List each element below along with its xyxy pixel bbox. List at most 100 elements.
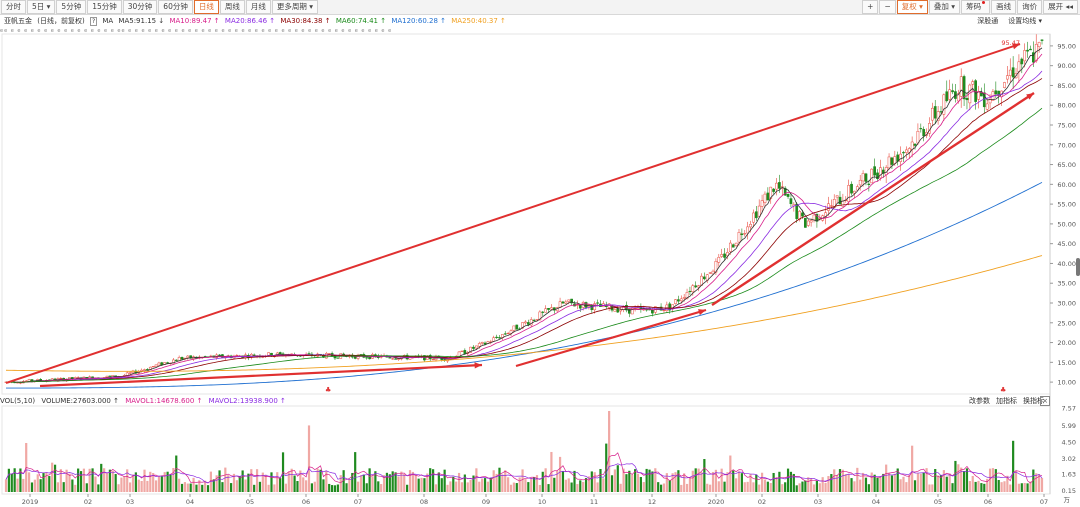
volume-bar: [836, 474, 839, 492]
volume-bar: [631, 474, 634, 492]
volume-bar: [108, 469, 111, 492]
volume-bar: [841, 469, 844, 492]
price-axis-label: 50.00: [1057, 220, 1076, 228]
volume-bar: [16, 478, 19, 492]
candle-body: [633, 307, 637, 310]
volume-bar: [1040, 477, 1044, 492]
volume-bar: [515, 483, 518, 492]
scroll-handle[interactable]: [1076, 258, 1080, 276]
tab-more-periods[interactable]: 更多周期 ▾: [271, 0, 318, 14]
candle-body: [809, 220, 813, 223]
candle-body: [483, 342, 487, 345]
candle-body: [783, 187, 787, 196]
tab-5min[interactable]: 5分钟: [56, 0, 87, 14]
candle-body: [697, 285, 700, 288]
volume-bar: [942, 470, 945, 492]
volume-bar: [807, 477, 810, 492]
price-axis-label: 20.00: [1057, 339, 1076, 347]
volume-axis-label: 4.50: [1062, 439, 1076, 447]
tab-60min[interactable]: 60分钟: [158, 0, 193, 14]
volume-bar: [602, 478, 605, 492]
price-axis-label: 40.00: [1057, 260, 1076, 268]
volume-bar: [899, 479, 902, 492]
switch-indicator-button[interactable]: 换指标: [1023, 397, 1044, 405]
volume-bar: [694, 468, 697, 492]
volume-bar: [645, 468, 648, 492]
tab-weekly[interactable]: 周线: [219, 0, 245, 14]
close-indicator-icon[interactable]: ×: [1040, 396, 1050, 406]
inquiry-button[interactable]: 询价: [1017, 0, 1043, 14]
volume-bar: [986, 478, 989, 492]
volume-bar: [53, 464, 57, 492]
volume-bar: [478, 481, 481, 492]
tab-30min[interactable]: 30分钟: [122, 0, 158, 14]
zoom-out-button[interactable]: −: [879, 0, 896, 14]
candle-body: [388, 357, 392, 359]
volume-bar: [215, 475, 218, 492]
tab-minute[interactable]: 分时: [1, 0, 26, 14]
candle-body: [1011, 67, 1015, 78]
volume-bar: [377, 481, 380, 492]
draw-line-button[interactable]: 画线: [991, 0, 1017, 14]
candle-body: [881, 169, 885, 174]
volume-bar: [247, 473, 250, 492]
shenzhen-connect-link[interactable]: 深股通: [977, 17, 999, 25]
price-axis-label: 75.00: [1057, 122, 1076, 130]
tab-15min[interactable]: 15分钟: [87, 0, 122, 14]
volume-bar: [954, 460, 957, 492]
price-axis-label: 85.00: [1057, 82, 1076, 90]
tab-monthly[interactable]: 月线: [245, 0, 271, 14]
volume-bar: [960, 467, 963, 492]
candle-body: [956, 93, 960, 102]
volume-bar: [273, 484, 276, 492]
volume-bar: [391, 471, 394, 492]
candle-body: [394, 358, 397, 360]
edit-params-button[interactable]: 改参数: [969, 397, 990, 405]
restore-rights-dropdown[interactable]: 复权 ▾: [896, 0, 928, 14]
candle-body: [619, 309, 623, 312]
volume-bar: [830, 474, 833, 492]
volume-bar: [232, 473, 236, 492]
volume-bar: [1009, 484, 1012, 492]
chips-button[interactable]: 筹码: [961, 0, 991, 14]
ma-settings-dropdown[interactable]: 设置均线 ▾: [1008, 17, 1042, 25]
volume-bar: [980, 483, 983, 492]
volume-bar: [726, 472, 729, 492]
candle-body: [801, 212, 804, 217]
volume-bar: [437, 472, 440, 492]
tab-5day[interactable]: 5日 ▾: [27, 0, 56, 14]
trend-arrow-2020-head: [1026, 93, 1034, 100]
volume-bar: [172, 468, 175, 492]
volume-axis-label: 5.99: [1062, 422, 1076, 430]
volume-bar: [365, 483, 368, 492]
candle-body: [942, 94, 946, 115]
help-icon[interactable]: ?: [89, 17, 98, 26]
candle-body: [679, 298, 683, 302]
volume-bar: [250, 469, 253, 492]
chips-label: 筹码: [966, 2, 982, 11]
expand-button[interactable]: 展开 ◂◂: [1043, 0, 1078, 14]
volume-bar: [945, 476, 948, 492]
volume-bar: [452, 476, 455, 492]
tab-daily[interactable]: 日线: [193, 0, 219, 14]
volume-bar: [227, 475, 230, 492]
volume-bar: [134, 472, 137, 492]
volume-bar: [916, 473, 920, 492]
candle-body: [365, 357, 369, 359]
volume-bar: [380, 484, 383, 492]
candle-body: [682, 297, 686, 299]
event-marks-row: ee e e e e e e e e e e e e e e e e ee e …: [0, 28, 393, 34]
candle-body: [812, 214, 816, 221]
add-indicator-button[interactable]: 加指标: [996, 397, 1017, 405]
volume-bar: [97, 484, 100, 492]
zoom-in-button[interactable]: +: [862, 0, 879, 14]
volume-bar: [544, 468, 547, 492]
overlay-dropdown[interactable]: 叠加 ▾: [928, 0, 961, 14]
volume-bar: [388, 474, 391, 492]
volume-bar: [593, 472, 596, 492]
volume-bar: [128, 482, 132, 492]
volume-bar: [403, 474, 406, 492]
volume-bar: [556, 470, 559, 492]
volume-bar: [152, 473, 155, 492]
